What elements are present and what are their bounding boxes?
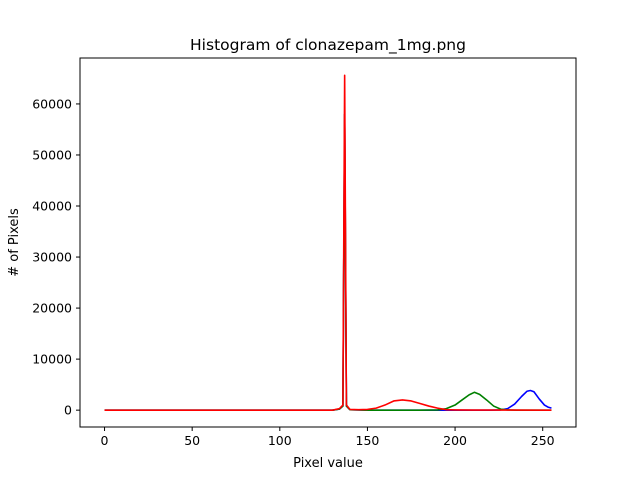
y-tick-label: 20000 — [32, 301, 72, 316]
y-tick-label: 50000 — [32, 147, 72, 162]
x-axis-ticks: 0 50 100 150 200 250 — [101, 427, 555, 448]
x-tick-label: 0 — [101, 433, 109, 448]
y-tick-label: 10000 — [32, 352, 72, 367]
y-tick-label: 60000 — [32, 96, 72, 111]
y-tick-label: 30000 — [32, 250, 72, 265]
x-axis-label: Pixel value — [293, 456, 363, 471]
x-tick-label: 100 — [268, 433, 292, 448]
y-tick-label: 40000 — [32, 199, 72, 214]
plot-series-group — [104, 74, 552, 411]
x-tick-label: 150 — [356, 433, 380, 448]
y-tick-label: 0 — [64, 403, 72, 418]
x-tick-label: 50 — [184, 433, 200, 448]
series-line-2 — [104, 74, 552, 411]
x-tick-label: 200 — [443, 433, 467, 448]
y-axis-label: # of Pixels — [7, 208, 22, 277]
x-tick-label: 250 — [531, 433, 555, 448]
plot-frame — [79, 57, 577, 428]
y-axis-ticks: 0 10000 20000 30000 40000 50000 60000 — [32, 96, 80, 418]
chart-title: Histogram of clonazepam_1mg.png — [190, 36, 466, 55]
